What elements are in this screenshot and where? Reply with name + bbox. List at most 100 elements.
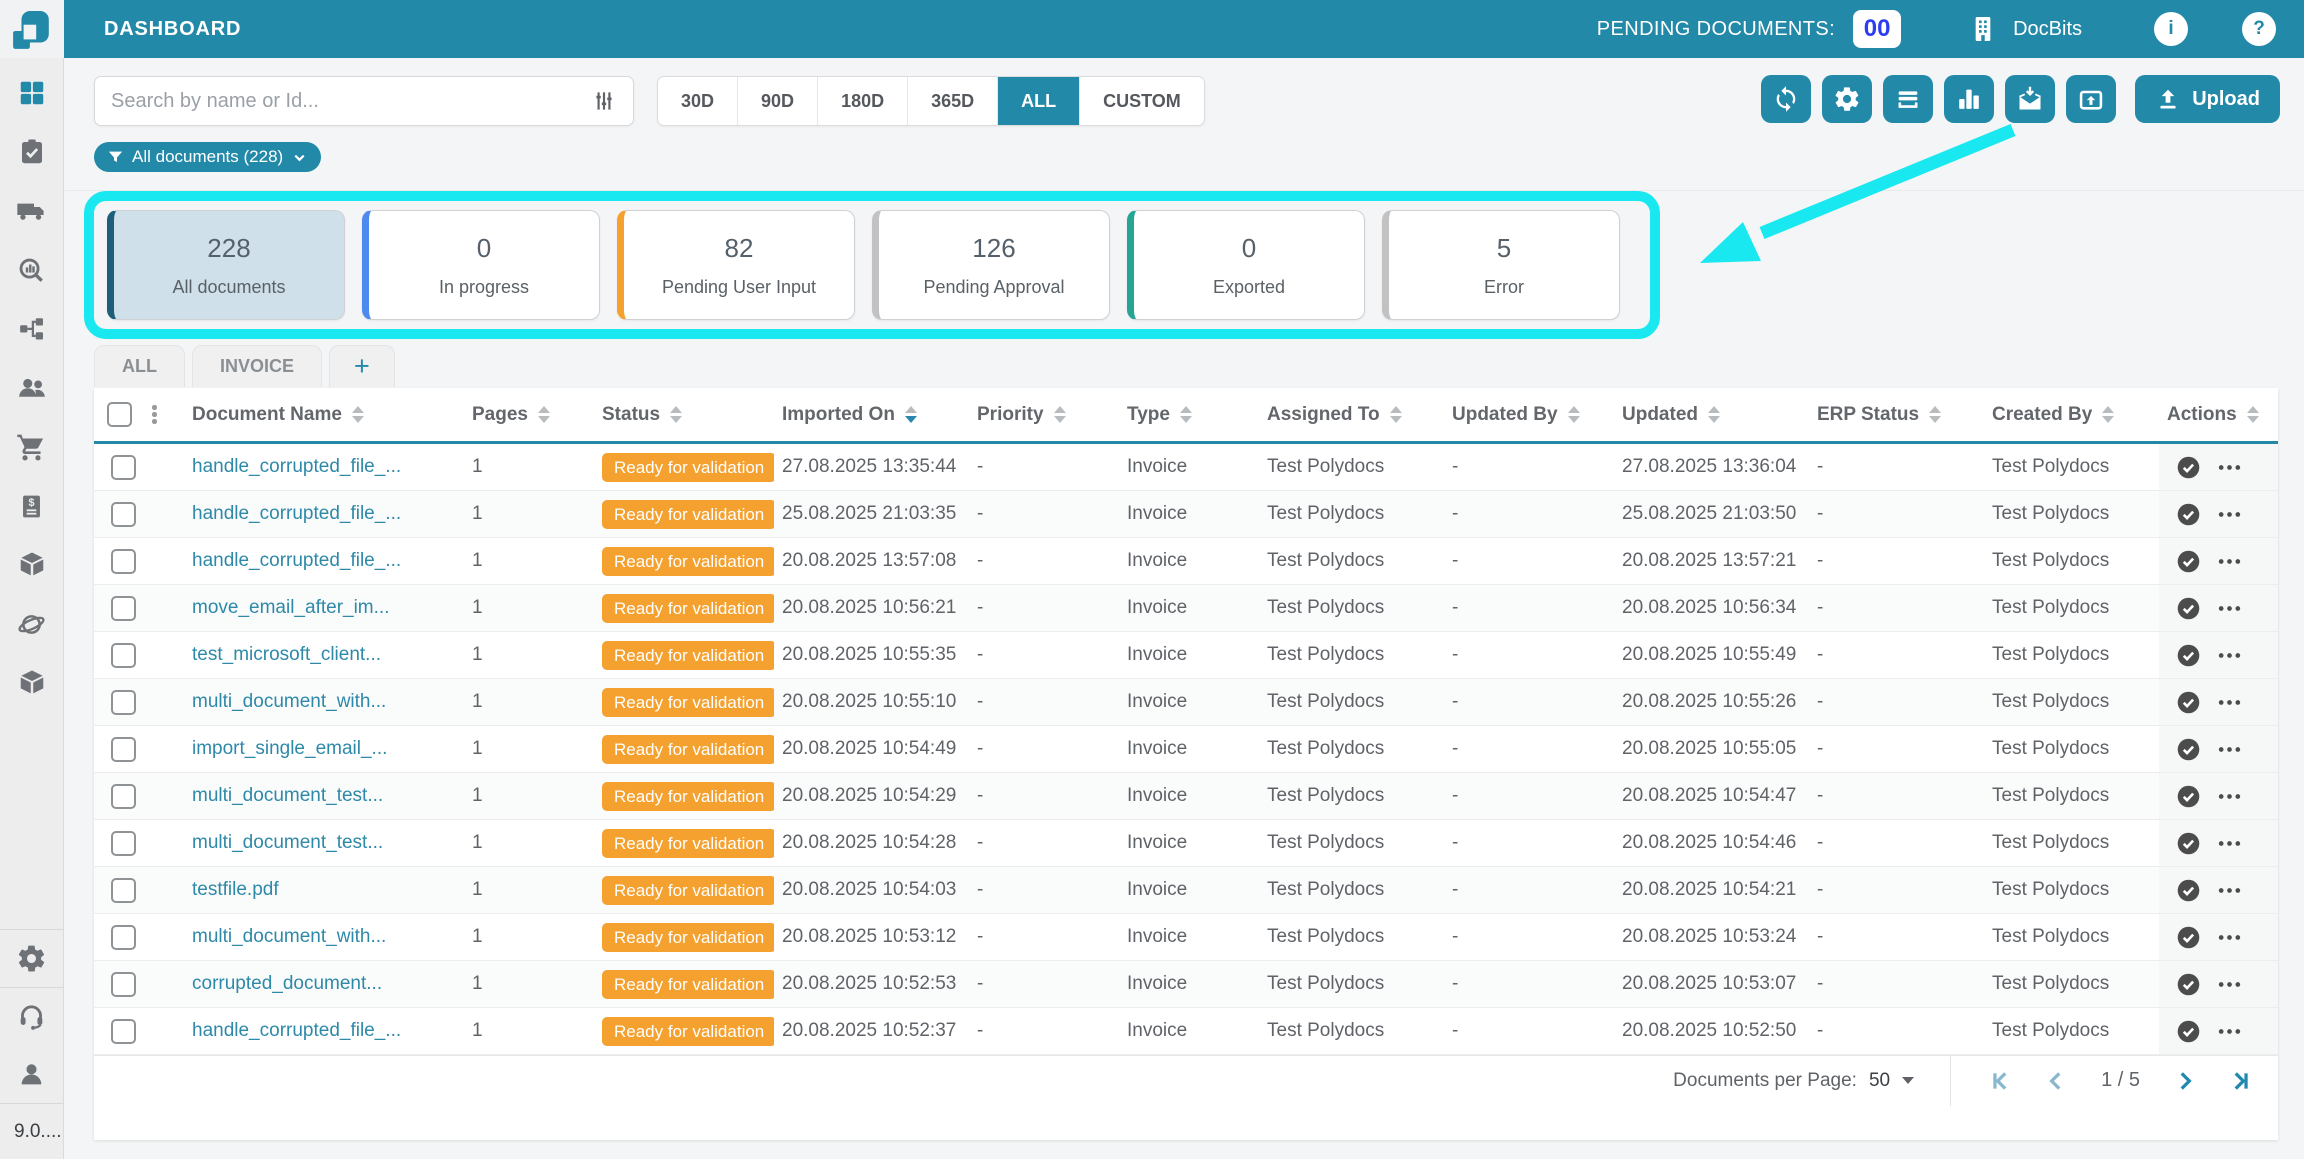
col-updated-by[interactable]: Updated By: [1444, 404, 1614, 426]
tab-add[interactable]: +: [329, 345, 395, 387]
tab-invoice[interactable]: INVOICE: [192, 345, 322, 387]
per-page-value[interactable]: 50: [1869, 1070, 1890, 1092]
more-actions-icon[interactable]: [2216, 642, 2243, 669]
approve-action-icon[interactable]: [2175, 971, 2202, 998]
document-link[interactable]: multi_document_with...: [192, 926, 386, 948]
more-actions-icon[interactable]: [2216, 454, 2243, 481]
sort-arrows-icon[interactable]: [1054, 406, 1066, 423]
approve-action-icon[interactable]: [2175, 454, 2202, 481]
approve-action-icon[interactable]: [2175, 642, 2202, 669]
col-document-name[interactable]: Document Name: [184, 404, 464, 426]
status-card-exported[interactable]: 0Exported: [1127, 210, 1365, 320]
document-link[interactable]: testfile.pdf: [192, 879, 279, 901]
analytics-button[interactable]: [1944, 75, 1994, 123]
row-checkbox[interactable]: [111, 549, 136, 574]
row-checkbox[interactable]: [111, 737, 136, 762]
status-card-pending-approval[interactable]: 126Pending Approval: [872, 210, 1110, 320]
row-checkbox[interactable]: [111, 972, 136, 997]
document-link[interactable]: handle_corrupted_file_...: [192, 550, 401, 572]
truck-icon[interactable]: [13, 192, 51, 230]
document-link[interactable]: handle_corrupted_file_...: [192, 456, 401, 478]
workflow-icon[interactable]: [13, 310, 51, 348]
support-headset-icon[interactable]: [0, 987, 63, 1045]
col-erp-status[interactable]: ERP Status: [1809, 404, 1984, 426]
row-checkbox[interactable]: [111, 925, 136, 950]
per-page-caret-icon[interactable]: [1902, 1077, 1914, 1084]
select-all-checkbox[interactable]: [107, 402, 132, 427]
sort-arrows-icon[interactable]: [1568, 406, 1580, 423]
settings-gear-icon[interactable]: [0, 929, 63, 987]
date-filter-all[interactable]: ALL: [998, 77, 1080, 125]
cart-icon[interactable]: [13, 428, 51, 466]
col-imported-on[interactable]: Imported On: [774, 404, 969, 426]
approve-action-icon[interactable]: [2175, 736, 2202, 763]
more-actions-icon[interactable]: [2216, 924, 2243, 951]
package-icon[interactable]: [13, 546, 51, 584]
date-filter-90d[interactable]: 90D: [738, 77, 818, 125]
scanner-button[interactable]: [1883, 75, 1933, 123]
document-link[interactable]: import_single_email_...: [192, 738, 387, 760]
row-checkbox[interactable]: [111, 878, 136, 903]
more-actions-icon[interactable]: [2216, 1018, 2243, 1045]
box-upload-button[interactable]: [2066, 75, 2116, 123]
date-filter-custom[interactable]: CUSTOM: [1080, 77, 1204, 125]
integrations-icon[interactable]: [13, 605, 51, 643]
header-kebab-icon[interactable]: [152, 403, 157, 426]
more-actions-icon[interactable]: [2216, 689, 2243, 716]
sort-arrows-icon[interactable]: [905, 406, 917, 423]
settings-button[interactable]: [1822, 75, 1872, 123]
sort-arrows-icon[interactable]: [538, 406, 550, 423]
date-filter-30d[interactable]: 30D: [658, 77, 738, 125]
clipboard-check-icon[interactable]: [13, 133, 51, 171]
approve-action-icon[interactable]: [2175, 548, 2202, 575]
row-checkbox[interactable]: [111, 643, 136, 668]
more-actions-icon[interactable]: [2216, 830, 2243, 857]
col-type[interactable]: Type: [1119, 404, 1259, 426]
sort-arrows-icon[interactable]: [2102, 406, 2114, 423]
status-card-error[interactable]: 5Error: [1382, 210, 1620, 320]
row-checkbox[interactable]: [111, 690, 136, 715]
approve-action-icon[interactable]: [2175, 595, 2202, 622]
all-documents-chip[interactable]: All documents (228): [94, 142, 321, 172]
next-page-button[interactable]: [2172, 1068, 2198, 1094]
document-link[interactable]: move_email_after_im...: [192, 597, 389, 619]
mail-import-button[interactable]: [2005, 75, 2055, 123]
date-filter-365d[interactable]: 365D: [908, 77, 998, 125]
row-checkbox[interactable]: [111, 784, 136, 809]
more-actions-icon[interactable]: [2216, 736, 2243, 763]
col-actions[interactable]: Actions: [2159, 404, 2278, 426]
package-icon-2[interactable]: [13, 664, 51, 702]
sort-arrows-icon[interactable]: [1180, 406, 1192, 423]
sort-arrows-icon[interactable]: [1929, 406, 1941, 423]
col-pages[interactable]: Pages: [464, 404, 594, 426]
approve-action-icon[interactable]: [2175, 783, 2202, 810]
more-actions-icon[interactable]: [2216, 595, 2243, 622]
upload-button[interactable]: Upload: [2135, 75, 2280, 123]
first-page-button[interactable]: [1989, 1068, 2015, 1094]
approve-action-icon[interactable]: [2175, 877, 2202, 904]
info-icon[interactable]: i: [2154, 12, 2188, 46]
col-updated[interactable]: Updated: [1614, 404, 1809, 426]
users-icon[interactable]: [13, 369, 51, 407]
last-page-button[interactable]: [2226, 1068, 2252, 1094]
invoice-icon[interactable]: $: [13, 487, 51, 525]
more-actions-icon[interactable]: [2216, 548, 2243, 575]
document-link[interactable]: corrupted_document...: [192, 973, 382, 995]
approve-action-icon[interactable]: [2175, 689, 2202, 716]
document-link[interactable]: multi_document_with...: [192, 691, 386, 713]
status-card-all-documents[interactable]: 228All documents: [107, 210, 345, 320]
approve-action-icon[interactable]: [2175, 830, 2202, 857]
more-actions-icon[interactable]: [2216, 971, 2243, 998]
col-status[interactable]: Status: [594, 404, 774, 426]
date-filter-180d[interactable]: 180D: [818, 77, 908, 125]
row-checkbox[interactable]: [111, 1019, 136, 1044]
sort-arrows-icon[interactable]: [1708, 406, 1720, 423]
app-logo[interactable]: [0, 0, 64, 58]
dashboard-grid-icon[interactable]: [13, 74, 51, 112]
sort-arrows-icon[interactable]: [352, 406, 364, 423]
approve-action-icon[interactable]: [2175, 1018, 2202, 1045]
profile-icon[interactable]: [0, 1045, 63, 1103]
approve-action-icon[interactable]: [2175, 501, 2202, 528]
document-link[interactable]: handle_corrupted_file_...: [192, 503, 401, 525]
row-checkbox[interactable]: [111, 596, 136, 621]
